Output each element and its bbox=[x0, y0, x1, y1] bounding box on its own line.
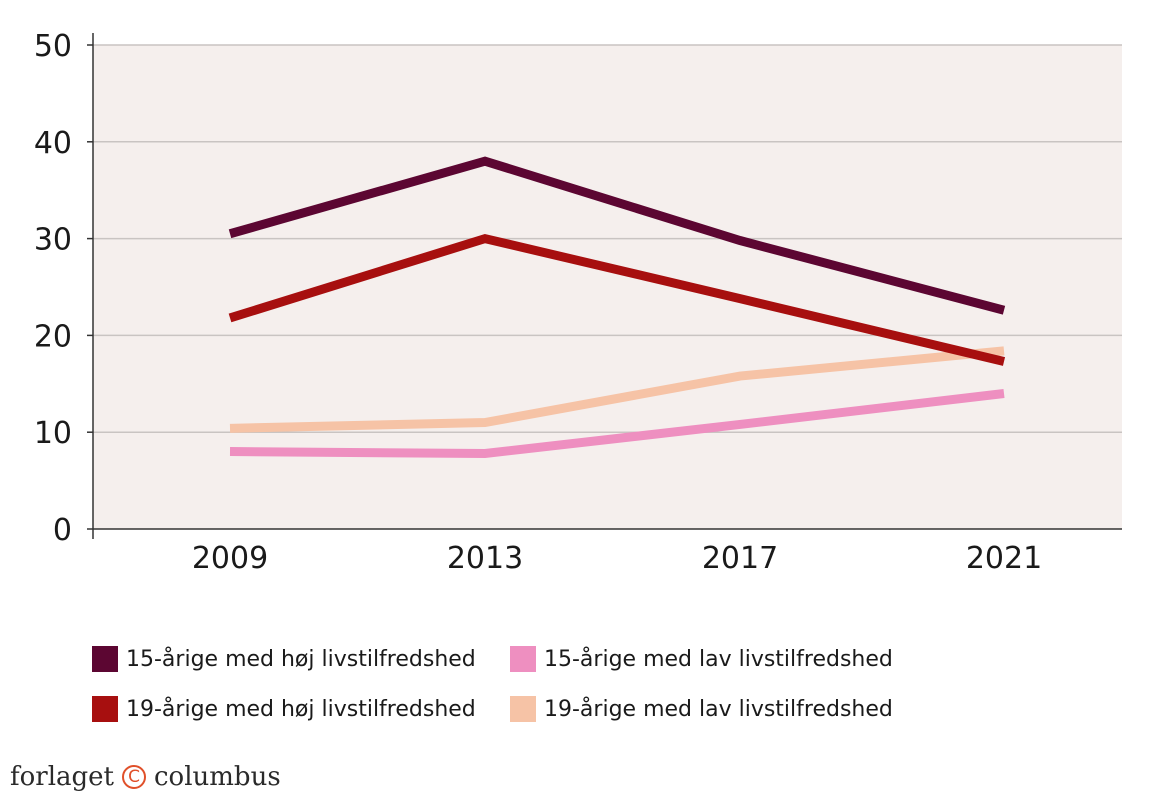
publisher-logo: forlaget C columbus bbox=[10, 762, 281, 792]
x-tick-label: 2021 bbox=[966, 541, 1042, 576]
y-tick-label: 30 bbox=[34, 223, 72, 258]
x-tick-label: 2017 bbox=[702, 541, 778, 576]
series-line bbox=[229, 389, 1005, 458]
series-lines bbox=[228, 156, 1006, 458]
axes bbox=[87, 33, 1122, 539]
legend-label: 15-årige med lav livstilfredshed bbox=[544, 646, 893, 672]
gridlines bbox=[93, 44, 1122, 433]
y-tick-label: 40 bbox=[34, 126, 72, 161]
plot-area bbox=[93, 45, 1122, 529]
legend-label: 19-årige med høj livstilfredshed bbox=[126, 696, 476, 722]
series-line bbox=[228, 233, 1006, 366]
legend-label: 15-årige med høj livstilfredshed bbox=[126, 646, 476, 672]
y-tick-label: 50 bbox=[34, 29, 72, 64]
y-tick-label: 20 bbox=[34, 319, 72, 354]
legend-swatch bbox=[92, 696, 118, 722]
legend-swatch bbox=[510, 696, 536, 722]
legend-swatch bbox=[92, 646, 118, 672]
y-tick-labels: 0 10 20 30 40 50 bbox=[34, 29, 72, 548]
legend-item: 15-årige med høj livstilfredshed bbox=[92, 644, 476, 674]
x-tick-labels: 2009 2013 2017 2021 bbox=[192, 541, 1042, 576]
series-line bbox=[228, 156, 1006, 315]
x-tick-label: 2013 bbox=[447, 541, 523, 576]
y-tick-label: 10 bbox=[34, 416, 72, 451]
legend-item: 19-årige med lav livstilfredshed bbox=[510, 694, 893, 724]
brand-left: forlaget bbox=[10, 762, 114, 792]
legend-swatch bbox=[510, 646, 536, 672]
series-line bbox=[229, 346, 1005, 433]
legend-item: 15-årige med lav livstilfredshed bbox=[510, 644, 893, 674]
copyright-icon: C bbox=[122, 765, 146, 789]
legend-item: 19-årige med høj livstilfredshed bbox=[92, 694, 476, 724]
legend-label: 19-årige med lav livstilfredshed bbox=[544, 696, 893, 722]
brand-right: columbus bbox=[154, 762, 281, 792]
y-tick-label: 0 bbox=[53, 513, 72, 548]
legend: 15-årige med høj livstilfredshed 15-årig… bbox=[92, 640, 1092, 730]
x-tick-label: 2009 bbox=[192, 541, 268, 576]
line-chart: 0 10 20 30 40 50 2009 2013 2017 2021 bbox=[34, 29, 1122, 576]
